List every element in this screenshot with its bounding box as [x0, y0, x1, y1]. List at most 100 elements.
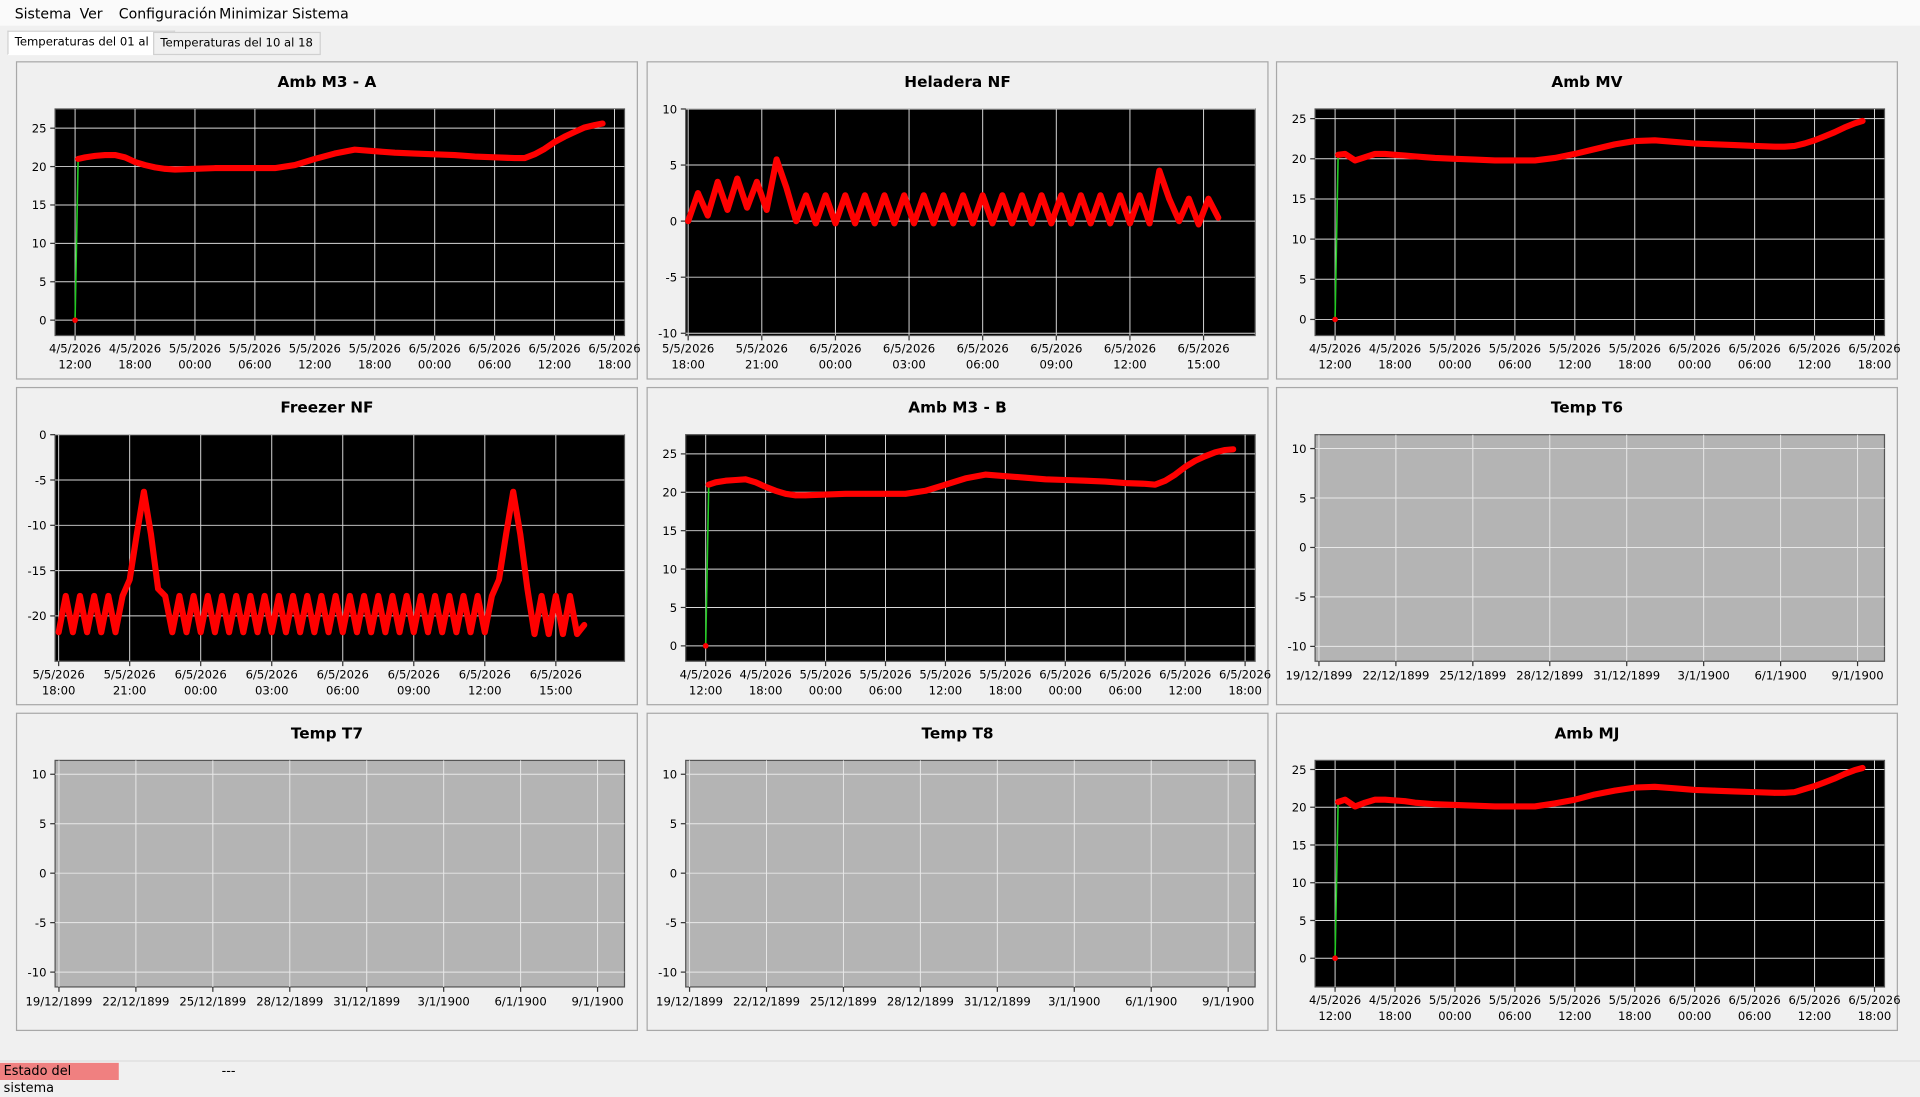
y-tick-label: 25: [1292, 763, 1307, 777]
data-point: [783, 184, 790, 191]
data-point: [1422, 154, 1428, 160]
chart-title: Heladera NF: [904, 73, 1011, 91]
data-point: [439, 629, 446, 636]
data-point: [1097, 192, 1104, 199]
x-tick-label: 3/1/1900: [1678, 669, 1730, 683]
data-point: [297, 629, 303, 636]
data-point: [1751, 143, 1758, 149]
x-tick-label: 06:00: [1498, 1009, 1532, 1023]
x-tick-label: 9/1/1900: [1831, 669, 1883, 683]
x-tick-label: 15:00: [1187, 358, 1221, 372]
chart-panel: Heladera NF -10 -5 0 5 10 5/5/2026 18:00 5/5/202…: [646, 61, 1269, 380]
x-tick-label: 12:00: [1168, 683, 1202, 697]
plot-area: [54, 108, 626, 337]
data-point: [252, 165, 258, 171]
data-point: [1492, 157, 1498, 164]
y-tick-label: 15: [32, 198, 47, 212]
data-point: [551, 139, 558, 145]
x-tick-label: 06:00: [326, 683, 360, 697]
data-point: [599, 120, 606, 127]
data-point: [822, 192, 829, 199]
data-point: [862, 192, 868, 199]
menu-item[interactable]: Minimizar Sistema: [219, 4, 349, 23]
data-point: [567, 593, 573, 599]
data-point: [351, 146, 358, 153]
x-tick-label: 00:00: [1049, 683, 1083, 697]
data-point: [901, 192, 907, 199]
data-point: [1078, 192, 1084, 199]
x-tick-label: 22/12/1899: [102, 994, 169, 1008]
data-point: [1751, 789, 1758, 795]
data-point: [112, 152, 118, 158]
menu-item[interactable]: Ver: [79, 4, 103, 23]
data-point: [793, 218, 799, 224]
tab[interactable]: Temperaturas del 01 al 09: [7, 30, 175, 56]
data-point: [347, 593, 353, 599]
data-point: [970, 220, 976, 227]
data-point: [1859, 765, 1866, 771]
chart-panel: Amb MJ 0 5 10 15 20 25 4/5/2026 12:00 4/5/2026 18:…: [1275, 712, 1901, 1032]
data-point: [545, 631, 552, 637]
data-point: [1166, 195, 1173, 202]
chart-title: Temp T8: [922, 724, 994, 742]
menu-item[interactable]: Configuración: [118, 4, 217, 23]
data-point: [1352, 803, 1358, 810]
x-tick-label: 00:00: [1438, 358, 1472, 372]
data-point: [1352, 157, 1358, 164]
chart-panel: Temp T6 -10 -5 0 5 10 19/12/1899 22/12/1899 25/1…: [1275, 386, 1898, 706]
y-tick-label: -5: [1295, 590, 1307, 604]
x-tick-label: 5/5/2026: [169, 342, 221, 356]
chart-title: Amb M3 - A: [278, 73, 377, 91]
y-tick-label: -5: [35, 473, 47, 487]
x-tick-label: 06:00: [1738, 358, 1772, 372]
x-tick-label: 12:00: [1558, 358, 1592, 372]
data-point: [517, 531, 524, 538]
x-tick-label: 6/5/2026: [1177, 342, 1229, 356]
x-tick-label: 5/5/2026: [662, 342, 714, 356]
x-tick-label: 19/12/1899: [1285, 669, 1352, 683]
data-point: [1038, 192, 1045, 199]
data-point: [881, 192, 888, 199]
data-point: [1212, 449, 1218, 456]
data-point: [453, 629, 460, 636]
data-point: [1335, 151, 1341, 158]
x-tick-label: 28/12/1899: [256, 994, 323, 1008]
data-point: [162, 593, 169, 599]
x-tick-label: 18:00: [989, 683, 1023, 697]
status-label: Estado del sistema: [0, 1062, 119, 1096]
data-point: [1771, 790, 1778, 796]
data-point: [1117, 192, 1123, 199]
y-tick-label: 25: [32, 121, 47, 135]
data-point: [842, 192, 849, 199]
x-tick-label: 06:00: [478, 358, 512, 372]
data-point: [812, 220, 819, 227]
y-tick-label: 15: [1292, 838, 1307, 852]
data-point: [105, 593, 112, 599]
x-tick-label: 6/5/2026: [1030, 342, 1082, 356]
x-tick-label: 19/12/1899: [25, 994, 92, 1008]
x-tick-label: 4/5/2026: [49, 342, 101, 356]
data-point: [467, 629, 474, 636]
x-tick-label: 15:00: [539, 683, 573, 697]
y-tick-label: 10: [32, 768, 47, 782]
tab[interactable]: Temperaturas del 10 al 18: [153, 31, 321, 56]
data-point: [272, 165, 278, 171]
x-tick-label: 00:00: [1438, 1009, 1472, 1023]
data-point: [1651, 137, 1658, 144]
data-point: [842, 491, 849, 497]
data-point: [396, 629, 403, 636]
data-point: [982, 471, 989, 478]
x-tick-label: 4/5/2026: [109, 342, 161, 356]
y-tick-label: -10: [1288, 640, 1307, 654]
y-tick-label: 10: [662, 102, 677, 116]
data-point: [204, 593, 211, 599]
data-point: [574, 631, 580, 637]
y-tick-label: 0: [1299, 541, 1306, 555]
data-point: [292, 162, 298, 168]
data-point: [1671, 139, 1678, 145]
x-tick-label: 06:00: [1498, 358, 1532, 372]
y-tick-label: 0: [39, 866, 46, 880]
x-tick-label: 4/5/2026: [1309, 342, 1361, 356]
menu-item[interactable]: Sistema: [14, 4, 72, 23]
data-point: [1671, 785, 1678, 792]
